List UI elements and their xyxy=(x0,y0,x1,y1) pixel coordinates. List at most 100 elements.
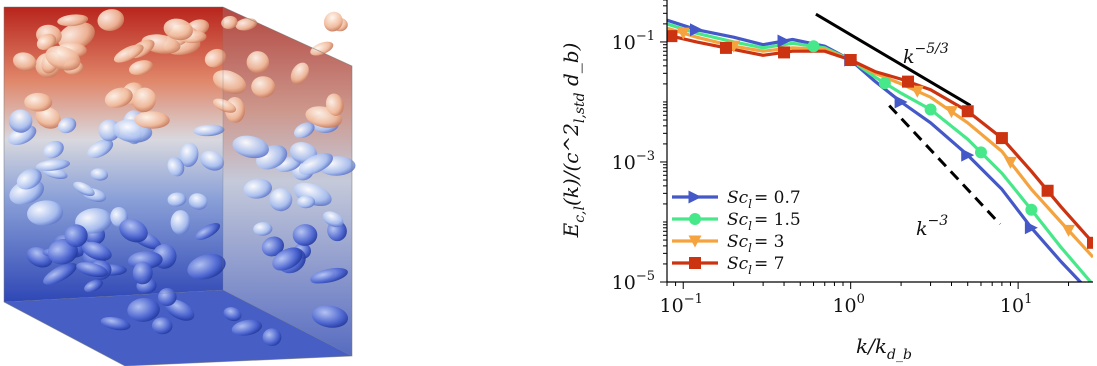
bubble xyxy=(212,70,247,95)
reference-line-k-minus-3 xyxy=(888,104,1002,226)
series-1-marker-0 xyxy=(807,40,820,53)
bubble xyxy=(113,44,144,63)
bubble xyxy=(167,192,187,207)
bubble xyxy=(163,18,193,41)
series-1-marker-3 xyxy=(974,146,987,159)
series-2-marker-4 xyxy=(944,106,958,119)
bubble xyxy=(253,222,273,236)
bubble xyxy=(104,87,133,108)
series-0-marker-3 xyxy=(894,95,908,109)
simulation-cube-image xyxy=(3,6,356,366)
bubble xyxy=(81,241,112,261)
series-0-marker-1 xyxy=(777,34,791,48)
bubble xyxy=(57,22,95,50)
bubble xyxy=(298,153,333,175)
bubble xyxy=(128,60,154,76)
series-2-marker-6 xyxy=(1062,224,1076,237)
slope-label-1: k−3 xyxy=(916,213,948,240)
series-line-1 xyxy=(667,22,1093,282)
series-3-marker-3 xyxy=(844,54,857,67)
series-2-marker-3 xyxy=(910,85,924,98)
bubble xyxy=(167,157,185,177)
bubble xyxy=(84,279,103,293)
bubble xyxy=(35,159,71,171)
bubble xyxy=(322,211,344,228)
legend-item-0: Scl = 0.7 xyxy=(672,188,801,211)
bubble xyxy=(179,142,199,168)
bubble xyxy=(64,224,88,248)
legend-label: Scl = 7 xyxy=(727,254,784,277)
series-0-marker-0 xyxy=(689,23,703,37)
tick-labels: 10−1 100 101 10−1 10−3 10−5 xyxy=(612,29,1033,317)
series-markers xyxy=(667,23,1093,249)
series-lines xyxy=(667,18,1093,282)
bubble xyxy=(76,262,108,278)
bubble xyxy=(170,210,191,235)
bubble xyxy=(134,111,170,129)
bubble xyxy=(235,18,258,31)
reference-line-k-minus-5-3 xyxy=(815,12,972,107)
bubble xyxy=(151,317,173,335)
series-1-marker-2 xyxy=(924,103,937,116)
bubble xyxy=(75,208,113,234)
legend-item-3: Scl = 7 xyxy=(672,254,784,277)
bubble xyxy=(200,150,225,171)
bubble xyxy=(43,140,64,159)
reference-lines xyxy=(815,12,1002,226)
bubble xyxy=(97,9,125,31)
bubble xyxy=(87,139,114,159)
x-tick-label-0: 10−1 xyxy=(660,292,703,317)
legend-swatch-marker xyxy=(688,235,702,248)
series-3-marker-4 xyxy=(902,75,915,88)
bubble xyxy=(35,106,61,129)
spectrum-chart: 10−1 100 101 10−1 10−3 10−5 k/kd_b​ Ec,l​(k)/… xyxy=(559,0,1093,363)
series-0-marker-4 xyxy=(961,148,975,162)
bubble xyxy=(43,262,77,285)
legend-label: Scl = 3 xyxy=(727,232,784,255)
bubble xyxy=(269,188,293,212)
x-axis-label: k/kd_b​ xyxy=(856,334,912,363)
bubble xyxy=(45,45,81,71)
bubble xyxy=(323,11,343,32)
series-3-marker-2 xyxy=(778,46,791,59)
series-3-marker-5 xyxy=(961,105,974,118)
y-axis-label: Ec,l​(k)/(c^2l,std​ d_b) xyxy=(559,43,588,239)
bubbles xyxy=(8,9,356,347)
bubble xyxy=(73,181,95,197)
bubble xyxy=(310,41,334,56)
bubble xyxy=(193,124,225,137)
series-2-marker-5 xyxy=(1003,156,1017,169)
bubble xyxy=(325,93,344,116)
y-tick-label-1: 10−3 xyxy=(612,149,655,174)
legend-swatch-marker xyxy=(689,257,701,269)
series-3-marker-6 xyxy=(995,132,1008,145)
series-line-3 xyxy=(667,33,1093,244)
legend-swatch-marker xyxy=(689,213,701,225)
bubble xyxy=(16,168,42,190)
bubble xyxy=(232,135,269,159)
slope-labels: k−5/3 k−3 xyxy=(903,41,949,240)
bubble xyxy=(212,98,237,113)
series-line-0 xyxy=(667,18,1083,282)
ticks xyxy=(660,0,1070,289)
series-3-marker-1 xyxy=(719,41,732,54)
bubble xyxy=(204,48,227,68)
bubble xyxy=(57,117,77,134)
bubble xyxy=(310,267,348,284)
bubble xyxy=(12,52,37,71)
y-tick-label-2: 10−5 xyxy=(612,269,655,294)
x-tick-label-2: 101 xyxy=(1000,292,1032,317)
series-line-2 xyxy=(667,26,1093,259)
bubble xyxy=(251,76,276,98)
bubble xyxy=(90,168,109,181)
bubble xyxy=(294,122,315,139)
bubble xyxy=(187,253,226,280)
bubble xyxy=(292,224,318,246)
bubble xyxy=(132,261,153,285)
bubble xyxy=(243,178,273,199)
bubble xyxy=(231,319,263,336)
bubble xyxy=(36,33,57,51)
legend-swatch-marker xyxy=(688,190,702,204)
bubble xyxy=(290,62,309,85)
